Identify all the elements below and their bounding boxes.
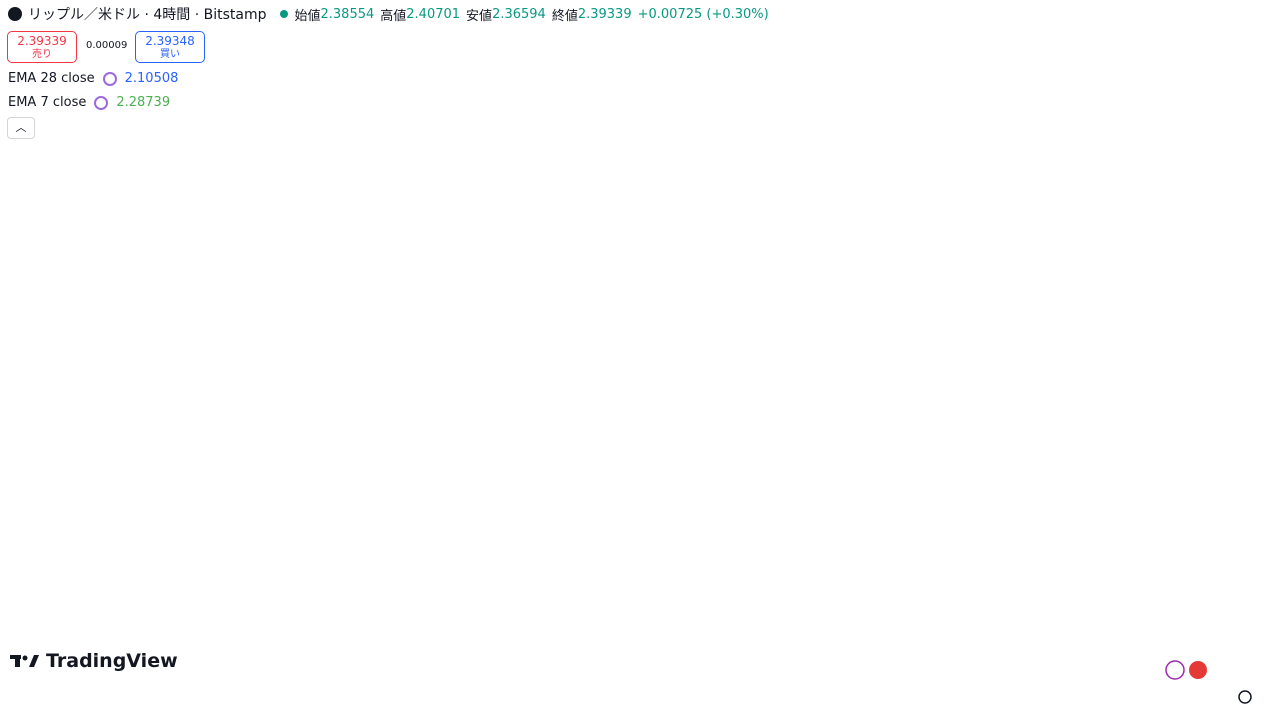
low-label: 安値 <box>466 8 493 24</box>
symbol: リップル／米ドル · 4時間 · Bitstamp <box>28 7 267 23</box>
sell-label: 売り <box>32 49 52 60</box>
legend-name: EMA 28 close <box>8 71 95 86</box>
status-dot <box>280 10 289 18</box>
close-value: 2.39339 <box>577 6 632 22</box>
buy-button[interactable]: 2.39348 買い <box>135 31 205 63</box>
low-value: 2.36594 <box>492 6 546 22</box>
open-value: 2.38554 <box>320 6 375 22</box>
brand: TradingView <box>46 650 178 672</box>
high-label: 高値 <box>380 8 407 24</box>
collapse-button[interactable]: ︿ <box>7 117 35 139</box>
legend-icon <box>102 71 117 86</box>
settings-icon[interactable] <box>1238 690 1252 704</box>
legend-ema28[interactable]: EMA 28 close 2.10508 <box>8 71 178 86</box>
logo-icon <box>10 655 39 667</box>
header: リップル／米ドル · 4時間 · Bitstamp 始値 2.38554 高値 2.… <box>8 4 769 24</box>
legend-ema7[interactable]: EMA 7 close 2.28739 <box>8 95 170 110</box>
logo: TradingView <box>10 650 178 672</box>
legend-icon <box>94 95 109 110</box>
close-label: 終値 <box>551 8 578 24</box>
change: +0.00725 (+0.30%) <box>637 6 769 22</box>
legend-value: 2.28739 <box>116 95 171 110</box>
high-value: 2.40701 <box>406 6 461 22</box>
buy-label: 買い <box>160 49 180 60</box>
sell-button[interactable]: 2.39339 売り <box>7 31 77 63</box>
symbol-icon <box>8 7 22 21</box>
flag-icon[interactable] <box>1189 661 1207 679</box>
legend-value: 2.10508 <box>124 71 179 86</box>
legend-name: EMA 7 close <box>8 95 87 110</box>
event-icon[interactable] <box>1165 660 1185 680</box>
spread: 0.00009 <box>86 40 128 51</box>
buy-price: 2.39348 <box>145 34 195 48</box>
open-label: 始値 <box>294 8 321 24</box>
sell-price: 2.39339 <box>17 34 67 48</box>
